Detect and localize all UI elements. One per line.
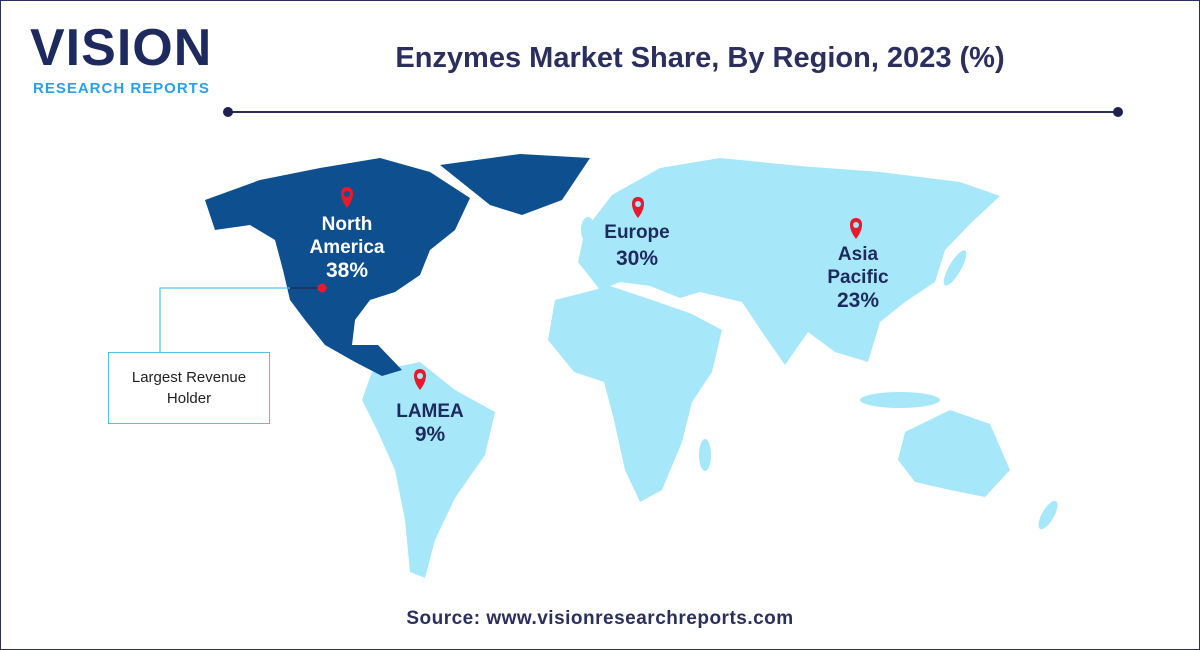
uk-shape [581,217,595,243]
callout-dot [317,283,327,293]
region-share: 23% [836,289,880,312]
other-regions [362,158,1058,578]
region-label-lamea: LAMEA 9% [380,400,480,446]
region-name: Europe [604,222,670,243]
location-pin-icon [632,197,644,218]
eurasia-shape [578,158,1000,365]
africa-shape [548,286,722,502]
region-share: 30% [615,247,659,270]
callout-connector [159,287,322,352]
north-america-shape [205,158,470,376]
logo: VISION [30,19,213,77]
divider-dot-left [223,107,233,117]
region-name: Asia [837,244,879,265]
region-label-north-america: North America 38% [297,213,397,282]
title-divider [228,111,1118,113]
callout-text: Largest Revenue Holder [131,369,247,407]
new-zealand-shape [1038,500,1058,530]
australia-shape [898,410,1010,497]
region-name: North [321,214,373,235]
region-share: 38% [325,259,369,282]
greenland-shape [440,154,590,215]
chart-title: Enzymes Market Share, By Region, 2023 (%… [395,42,1005,74]
region-label-europe: Europe 30% [587,221,687,270]
logo-subtitle: RESEARCH REPORTS [33,80,210,97]
madagascar-shape [699,439,711,471]
japan-shape [943,250,967,286]
location-pin-icon [850,218,862,239]
indonesia-shape [860,392,940,408]
north-america-region [205,154,590,376]
region-name: America [309,237,385,258]
source-text: Source: www.visionresearchreports.com [406,608,794,629]
region-label-asia-pacific: Asia Pacific 23% [808,243,908,312]
location-pin-icon [414,369,426,390]
callout-box: Largest Revenue Holder [108,352,270,424]
divider-dot-right [1113,107,1123,117]
region-name: LAMEA [396,401,464,422]
location-markers [341,187,862,390]
region-name: Pacific [827,267,889,288]
location-pin-icon [341,187,353,208]
region-share: 9% [414,423,446,446]
south-america-shape [362,362,495,578]
